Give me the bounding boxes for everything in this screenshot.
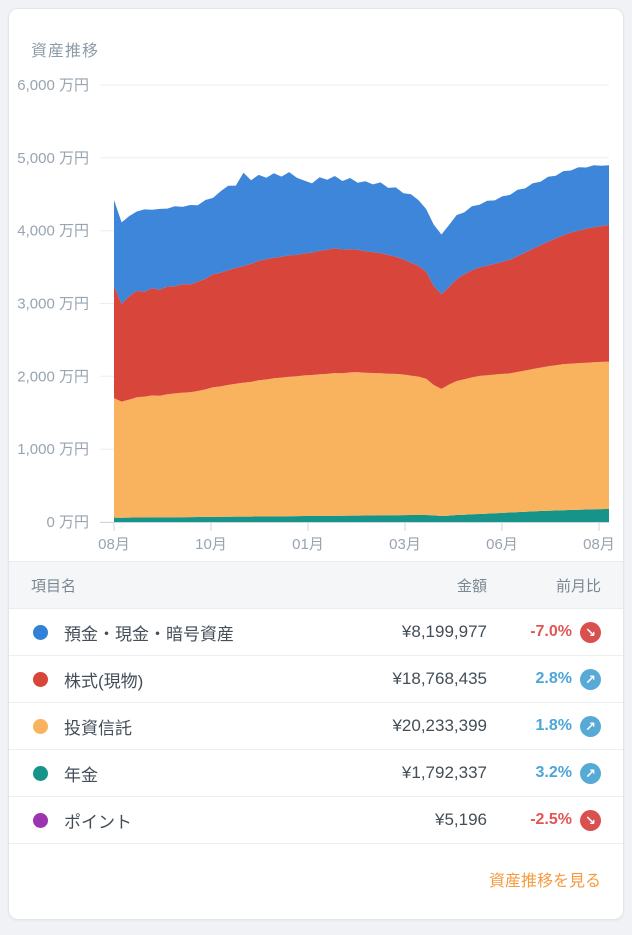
svg-text:10月: 10月 xyxy=(195,536,227,553)
table-row: ポイント ¥5,196 -2.5% ↘ xyxy=(9,797,623,844)
column-header-change: 前月比 xyxy=(555,577,601,595)
card-footer: 資産推移を見る xyxy=(9,844,623,914)
change-percent: -7.0% xyxy=(530,623,572,640)
change-arrow-icon: ↘ xyxy=(580,621,601,643)
svg-text:6,000 万円: 6,000 万円 xyxy=(17,77,89,94)
change-percent: 2.8% xyxy=(535,670,572,687)
asset-transition-card: 資産推移 6,000 万円 5,000 万円 4,000 万円 3,000 万円 2,0… xyxy=(8,8,624,920)
svg-text:08月: 08月 xyxy=(98,536,130,553)
table-row: 預金・現金・暗号資産 ¥8,199,977 -7.0% ↘ xyxy=(9,609,623,656)
change-cell: -7.0% ↘ xyxy=(487,621,601,643)
row-label-cell: 投資信託 xyxy=(33,714,327,739)
column-header-item: 項目名 xyxy=(31,577,77,595)
series-label: ポイント xyxy=(64,812,132,832)
row-label-cell: 年金 xyxy=(33,761,327,786)
svg-text:0 万円: 0 万円 xyxy=(46,514,89,531)
svg-text:03月: 03月 xyxy=(389,536,421,553)
series-color-dot xyxy=(33,671,48,687)
svg-text:06月: 06月 xyxy=(486,536,518,553)
svg-text:1,000 万円: 1,000 万円 xyxy=(17,441,89,458)
card-header: 資産推移 xyxy=(9,9,623,61)
column-header-amount: 金額 xyxy=(456,577,487,595)
svg-text:4,000 万円: 4,000 万円 xyxy=(17,223,89,240)
change-cell: -2.5% ↘ xyxy=(487,809,601,831)
change-cell: 2.8% ↗ xyxy=(487,668,601,690)
view-asset-transition-link[interactable]: 資産推移を見る xyxy=(488,873,601,890)
change-percent: 1.8% xyxy=(535,717,572,734)
series-label: 投資信託 xyxy=(64,718,132,738)
series-color-dot xyxy=(33,718,48,734)
svg-text:3,000 万円: 3,000 万円 xyxy=(17,296,89,313)
series-amount: ¥5,196 xyxy=(435,810,487,829)
svg-text:08月: 08月 xyxy=(583,536,615,553)
series-amount: ¥18,768,435 xyxy=(392,669,487,688)
series-label: 年金 xyxy=(64,765,98,785)
change-arrow-icon: ↘ xyxy=(580,809,601,831)
row-label-cell: 株式(現物) xyxy=(33,667,327,692)
change-cell: 3.2% ↗ xyxy=(487,762,601,784)
card-title: 資産推移 xyxy=(31,43,100,60)
table-header: 項目名 金額 前月比 xyxy=(9,561,623,609)
change-arrow-icon: ↗ xyxy=(580,668,601,690)
series-amount: ¥1,792,337 xyxy=(401,763,487,782)
change-cell: 1.8% ↗ xyxy=(487,715,601,737)
series-amount: ¥8,199,977 xyxy=(401,622,487,641)
svg-text:5,000 万円: 5,000 万円 xyxy=(17,150,89,167)
change-arrow-icon: ↗ xyxy=(580,715,601,737)
series-color-dot xyxy=(33,812,48,828)
change-percent: 3.2% xyxy=(535,764,572,781)
change-percent: -2.5% xyxy=(530,811,572,828)
series-label: 株式(現物) xyxy=(64,671,144,691)
table-row: 株式(現物) ¥18,768,435 2.8% ↗ xyxy=(9,656,623,703)
row-label-cell: 預金・現金・暗号資産 xyxy=(33,620,327,645)
row-label-cell: ポイント xyxy=(33,808,327,833)
series-color-dot xyxy=(33,624,48,640)
series-label: 預金・現金・暗号資産 xyxy=(64,624,234,644)
chart-area: 6,000 万円 5,000 万円 4,000 万円 3,000 万円 2,000 万円… xyxy=(9,61,624,561)
legend-table: 項目名 金額 前月比 預金・現金・暗号資産 ¥8,199,977 -7.0% ↘… xyxy=(9,561,623,844)
series-amount: ¥20,233,399 xyxy=(392,716,487,735)
asset-stacked-area-chart[interactable]: 6,000 万円 5,000 万円 4,000 万円 3,000 万円 2,000 万円… xyxy=(9,61,624,561)
series-color-dot xyxy=(33,765,48,781)
table-row: 年金 ¥1,792,337 3.2% ↗ xyxy=(9,750,623,797)
table-row: 投資信託 ¥20,233,399 1.8% ↗ xyxy=(9,703,623,750)
svg-text:01月: 01月 xyxy=(292,536,324,553)
change-arrow-icon: ↗ xyxy=(580,762,601,784)
svg-text:2,000 万円: 2,000 万円 xyxy=(17,368,89,385)
